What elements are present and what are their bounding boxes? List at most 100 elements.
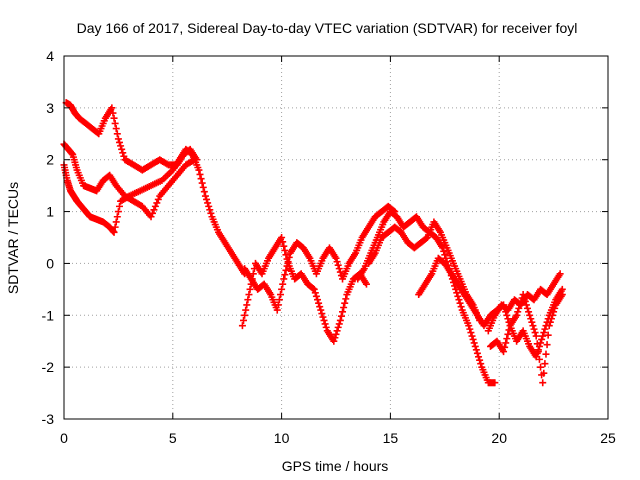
data-point <box>151 202 159 210</box>
data-point <box>283 262 291 270</box>
y-axis-label: SDTVAR / TECUs <box>5 182 21 294</box>
data-point <box>540 329 548 337</box>
data-point <box>282 266 290 274</box>
y-tick-label: 1 <box>46 204 54 220</box>
data-point <box>535 355 543 363</box>
data-point <box>336 316 344 324</box>
data-point <box>246 285 254 293</box>
data-point <box>533 340 541 348</box>
data-point <box>335 265 343 273</box>
data-point <box>537 363 545 371</box>
series-track-e <box>241 202 399 314</box>
y-tick-label: -3 <box>42 411 55 427</box>
data-point <box>147 213 155 221</box>
data-point <box>206 206 214 214</box>
data-point <box>526 311 534 319</box>
data-point <box>455 296 463 304</box>
y-tick-label: -1 <box>42 307 55 323</box>
data-point <box>539 332 547 340</box>
data-point <box>113 130 121 138</box>
data-point <box>314 296 322 304</box>
data-point <box>204 199 212 207</box>
data-point <box>277 291 285 299</box>
data-point <box>556 270 564 278</box>
data-point <box>468 332 476 340</box>
data-point <box>241 311 249 319</box>
data-point <box>320 316 328 324</box>
data-point <box>112 125 120 133</box>
data-point <box>454 292 462 300</box>
x-tick-label: 20 <box>491 430 507 446</box>
data-point <box>529 322 537 330</box>
data-point <box>154 195 162 203</box>
data-point <box>467 329 475 337</box>
data-point <box>238 322 246 330</box>
chart-title: Day 166 of 2017, Sidereal Day-to-day VTE… <box>77 20 578 36</box>
y-tick-label: 4 <box>46 48 54 64</box>
data-point <box>547 315 555 323</box>
data-point <box>528 318 536 326</box>
data-point <box>558 291 566 299</box>
data-point <box>334 261 342 269</box>
data-point <box>242 306 250 314</box>
data-point <box>244 296 252 304</box>
data-point <box>337 312 345 320</box>
data-point <box>342 295 350 303</box>
data-point <box>199 183 207 191</box>
x-tick-label: 10 <box>274 430 290 446</box>
grid <box>64 56 608 419</box>
data-point <box>207 209 215 217</box>
data-point <box>245 291 253 299</box>
data-point <box>519 291 527 299</box>
series-track-a <box>60 145 249 278</box>
data-point <box>516 301 524 309</box>
y-tick-label: 2 <box>46 152 54 168</box>
data-point <box>278 285 286 293</box>
data-point <box>274 301 282 309</box>
data-point <box>520 294 528 302</box>
data-point <box>476 356 484 364</box>
data-point <box>341 299 349 307</box>
data-point <box>148 209 156 217</box>
data-point <box>203 195 211 203</box>
data-point <box>362 280 370 288</box>
data-point <box>110 114 118 122</box>
data-point <box>200 188 208 196</box>
data-point <box>281 246 289 254</box>
data-point <box>525 308 533 316</box>
data-point <box>541 325 549 333</box>
data-point <box>334 323 342 331</box>
data-point <box>501 343 509 351</box>
data-point <box>114 208 122 216</box>
data-point <box>278 234 286 241</box>
data-point <box>117 142 125 150</box>
data-point <box>503 335 511 343</box>
data-point <box>317 306 325 314</box>
data-point <box>465 322 473 330</box>
data-point <box>280 275 288 283</box>
data-point <box>456 299 464 307</box>
data-point <box>205 202 213 210</box>
plot-frame <box>63 55 609 420</box>
data-point <box>540 369 548 377</box>
data-point <box>491 379 499 387</box>
data-point <box>531 329 539 337</box>
series-track-c <box>60 140 199 221</box>
data-point <box>544 331 552 339</box>
data-point <box>285 253 293 261</box>
series-track-h <box>415 254 566 361</box>
data-point <box>284 258 292 266</box>
data-point <box>457 303 465 311</box>
series-track-g <box>365 218 484 324</box>
data-point <box>475 353 483 361</box>
data-point <box>470 339 478 347</box>
data-point <box>541 360 549 368</box>
data-point <box>545 322 553 330</box>
x-tick-label: 25 <box>600 430 616 446</box>
data-point <box>330 337 338 345</box>
data-point <box>453 289 461 297</box>
data-point <box>316 303 324 311</box>
data-point <box>243 301 251 309</box>
series-track-j <box>486 291 566 387</box>
data-point <box>440 247 448 255</box>
